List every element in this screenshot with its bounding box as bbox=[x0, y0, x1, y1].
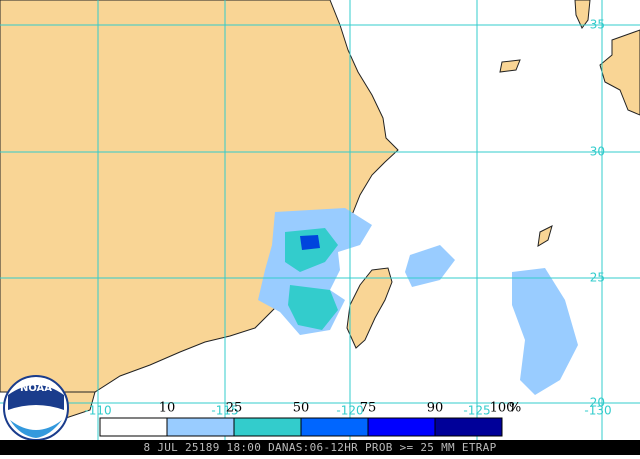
swath-25 bbox=[288, 285, 338, 330]
legend-labels: 10 25 50 75 90 100 bbox=[159, 401, 515, 416]
lat-labels: 35 30 25 20 bbox=[590, 18, 605, 410]
land bbox=[0, 0, 640, 421]
noaa-logo: NOAA bbox=[3, 375, 69, 441]
lon-label: -125 bbox=[463, 404, 490, 418]
footer-bar bbox=[0, 440, 640, 455]
swath-10 bbox=[512, 268, 578, 395]
legend-label: 10 bbox=[159, 401, 176, 416]
probability-swath bbox=[258, 208, 578, 395]
footer-text: 8 JUL 25189 18:00 DANAS:06-12HR PROB >= … bbox=[143, 441, 496, 454]
legend-label: 75 bbox=[360, 401, 377, 416]
lat-label: 30 bbox=[590, 145, 605, 159]
legend-box bbox=[367, 417, 436, 437]
swath-10 bbox=[405, 245, 455, 287]
legend-label: 50 bbox=[293, 401, 310, 416]
island bbox=[499, 59, 521, 73]
taiwan bbox=[346, 267, 393, 349]
logo-text: NOAA bbox=[20, 383, 52, 394]
lat-label: 35 bbox=[590, 18, 605, 32]
lon-label: -110 bbox=[84, 404, 111, 418]
legend-box bbox=[434, 417, 503, 437]
graticule bbox=[0, 0, 640, 440]
lat-label: 20 bbox=[590, 396, 605, 410]
legend-unit: % bbox=[509, 401, 521, 416]
lon-labels: -110 -115 -120 -125 -130 bbox=[84, 404, 611, 418]
legend-label: 90 bbox=[427, 401, 444, 416]
legend-box bbox=[233, 417, 302, 437]
lat-label: 25 bbox=[590, 271, 605, 285]
lon-label: -120 bbox=[336, 404, 363, 418]
legend-box bbox=[300, 417, 369, 437]
legend-box bbox=[166, 417, 235, 437]
logo-sea bbox=[10, 420, 62, 438]
japan bbox=[599, 29, 640, 116]
legend: 10 25 50 75 90 100 % bbox=[99, 401, 521, 437]
swath-50 bbox=[300, 235, 320, 250]
legend-label: 25 bbox=[226, 401, 243, 416]
legend-label: 100 bbox=[490, 401, 515, 416]
legend-box bbox=[99, 417, 168, 437]
lon-label: -130 bbox=[584, 404, 611, 418]
island bbox=[537, 225, 553, 247]
logo-sky bbox=[8, 385, 64, 410]
swath-25 bbox=[285, 228, 338, 272]
island bbox=[574, 0, 591, 29]
lon-label: -115 bbox=[211, 404, 238, 418]
